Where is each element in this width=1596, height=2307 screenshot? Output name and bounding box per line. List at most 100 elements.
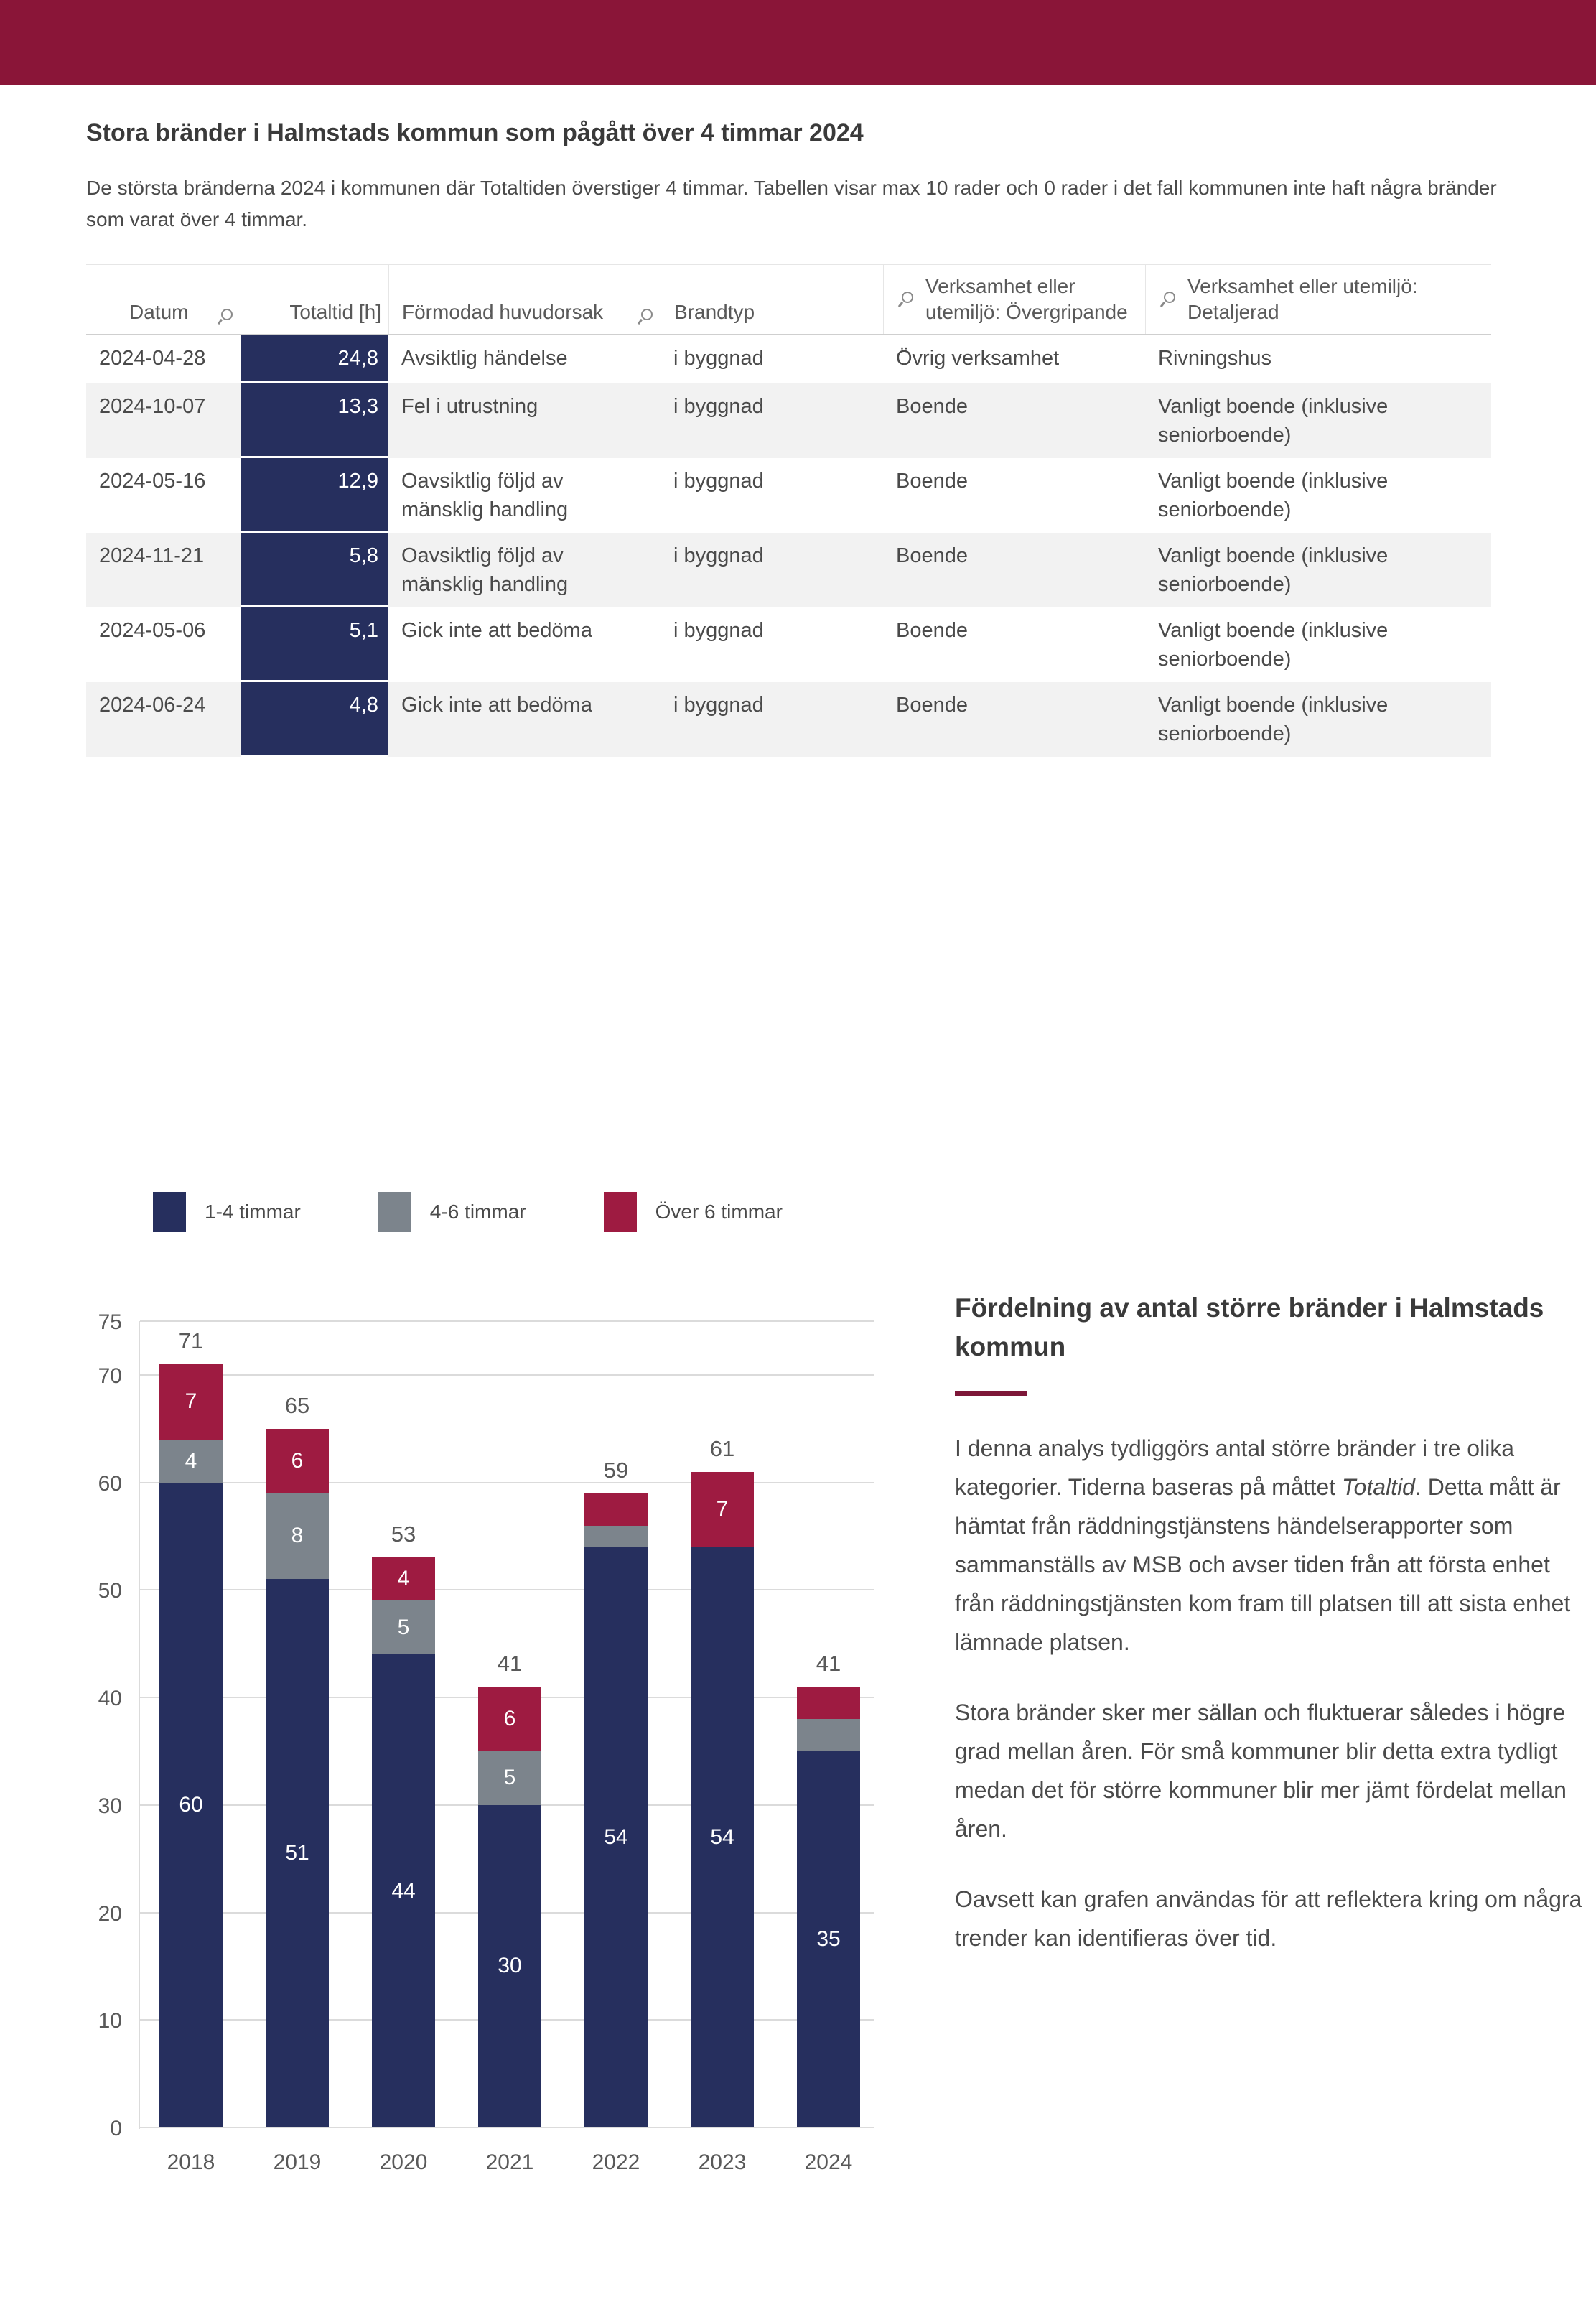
search-icon[interactable] [636,308,653,325]
fires-table: Datum Totaltid [h] Förmodad huvudorsak B… [86,264,1491,757]
cell-overgripande: Boende [896,544,968,567]
search-icon[interactable] [216,308,233,325]
chart-y-axis: 0 10 20 30 40 50 60 70 75 [39,1311,122,2140]
cell-overgripande: Boende [896,619,968,642]
bar-segment: 35 [797,1751,860,2127]
cell-detaljerad: Vanligt boende (inklusive seniorboende) [1158,395,1389,447]
legend-swatch [153,1192,186,1232]
x-tick-label: 2018 [167,2150,215,2174]
bar-segment: 4 [159,1439,223,1483]
y-tick-label: 40 [98,1687,122,1711]
cell-overgripande: Boende [896,694,968,717]
bar-segment-label: 5 [503,1766,516,1790]
x-tick-label: 2023 [698,2150,747,2174]
y-tick-label: 20 [98,1901,122,1926]
paragraph-text: . Detta mått är hämtat från räddningstjä… [955,1474,1571,1655]
column-header-label: Verksamhet eller utemiljö: Övergripande [925,275,1128,323]
column-header-label: Verksamhet eller utemiljö: Detaljerad [1187,275,1418,323]
chart-x-axis: 2018 2019 2020 2021 2022 2023 2024 [140,2150,874,2179]
bar-segment [797,1687,860,1720]
cell-datum: 2024-11-21 [99,544,205,567]
table-row: 2024-06-24 4,8 Gick inte att bedöma i by… [86,682,1491,757]
bar-segment: 6 [478,1687,541,1751]
gridline [140,2127,874,2128]
gridline [140,1320,874,1322]
search-icon[interactable] [897,291,914,308]
cell-brandtyp: i byggnad [673,347,764,370]
column-header-brandtyp: Brandtyp [661,265,883,334]
chart-y-axis-line [139,1321,140,2129]
bar-segment-label: 6 [503,1707,516,1731]
cell-totaltid: 13,3 [241,383,388,458]
cell-totaltid: 5,8 [241,533,388,607]
cell-overgripande: Boende [896,470,968,493]
analysis-paragraph-3: Oavsett kan grafen användas för att refl… [955,1886,1582,1951]
bar-segment: 4 [372,1557,435,1601]
bar-segment-label: 60 [179,1792,203,1817]
search-icon[interactable] [1159,291,1176,308]
bar-segment-label: 44 [391,1878,416,1903]
chart-plot: 60 4 7 71 51 8 6 65 44 5 4 53 30 5 6 41 54 59 54 7 61 35 41 [140,1320,874,2128]
cell-totaltid: 24,8 [241,335,388,383]
cell-datum: 2024-05-16 [99,470,206,493]
table-body: 2024-04-28 24,8 Avsiktlig händelse i byg… [86,335,1491,757]
bar-total-label: 59 [603,1457,629,1483]
cell-detaljerad: Vanligt boende (inklusive seniorboende) [1158,544,1389,596]
bar-segment-label: 4 [185,1448,197,1473]
cell-detaljerad: Vanligt boende (inklusive seniorboende) [1158,470,1389,521]
bar-segment [797,1719,860,1751]
legend-swatch [603,1192,637,1232]
y-tick-label: 75 [98,1310,122,1334]
bar-segment: 7 [691,1471,754,1547]
y-tick-label: 0 [110,2117,122,2140]
bar-segment: 7 [159,1364,223,1440]
cell-huvudorsak: Oavsiktlig följd av mänsklig handling [401,544,569,596]
analysis-paragraph-2: Stora bränder sker mer sällan och fluktu… [955,1700,1567,1842]
column-header-datum: Datum [86,265,241,334]
cell-totaltid: 5,1 [241,607,388,682]
cell-detaljerad: Rivningshus [1158,347,1271,370]
bar-segment-label: 8 [291,1524,304,1548]
bar-segment-label: 5 [397,1615,410,1639]
cell-huvudorsak: Gick inte att bedöma [401,619,592,642]
legend-swatch [378,1192,411,1232]
bar-segment: 6 [266,1428,329,1493]
analysis-panel: Fördelning av antal större bränder i Hal… [955,1289,1587,1989]
bar-total-label: 61 [709,1435,735,1461]
table-row: 2024-05-16 12,9 Oavsiktlig följd av mäns… [86,458,1491,533]
page-subtitle: De största bränderna 2024 i kommunen där… [86,177,1497,230]
bar-segment-label: 30 [498,1954,522,1978]
bar-segment: 54 [691,1547,754,2127]
cell-datum: 2024-04-28 [99,347,206,370]
cell-detaljerad: Vanligt boende (inklusive seniorboende) [1158,694,1389,745]
cell-overgripande: Övrig verksamhet [896,347,1060,370]
bar-segment [584,1525,648,1547]
column-header-totaltid: Totaltid [h] [241,265,388,334]
cell-brandtyp: i byggnad [673,395,764,418]
page-title: Stora bränder i Halmstads kommun som påg… [86,119,864,146]
cell-huvudorsak: Fel i utrustning [401,395,538,418]
legend-label: 1-4 timmar [205,1201,301,1223]
cell-datum: 2024-06-24 [99,694,206,717]
bar-total-label: 71 [178,1328,204,1353]
column-header-detaljerad: Verksamhet eller utemiljö: Detaljerad [1145,265,1491,334]
bar-segment: 30 [478,1804,541,2127]
table-row: 2024-10-07 13,3 Fel i utrustning i byggn… [86,383,1491,458]
header-accent-bar [0,0,1596,85]
bar-segment-label: 7 [185,1389,197,1414]
column-header-label: Förmodad huvudorsak [402,301,604,323]
x-tick-label: 2021 [485,2150,534,2174]
legend-label: Över 6 timmar [655,1201,783,1223]
y-tick-label: 10 [98,2009,122,2033]
bar-segment-label: 4 [397,1567,410,1591]
totaltid-term: Totaltid [1341,1474,1415,1500]
bar-segment: 51 [266,1579,329,2127]
legend-item: Över 6 timmar [603,1192,783,1232]
bar-segment-label: 6 [291,1448,304,1473]
bar-total-label: 65 [284,1392,310,1418]
chart-legend: 1-4 timmar 4-6 timmar Över 6 timmar [153,1192,860,1232]
gridline [140,1374,874,1376]
bar-segment: 54 [584,1547,648,2127]
table-row: 2024-05-06 5,1 Gick inte att bedöma i by… [86,607,1491,682]
